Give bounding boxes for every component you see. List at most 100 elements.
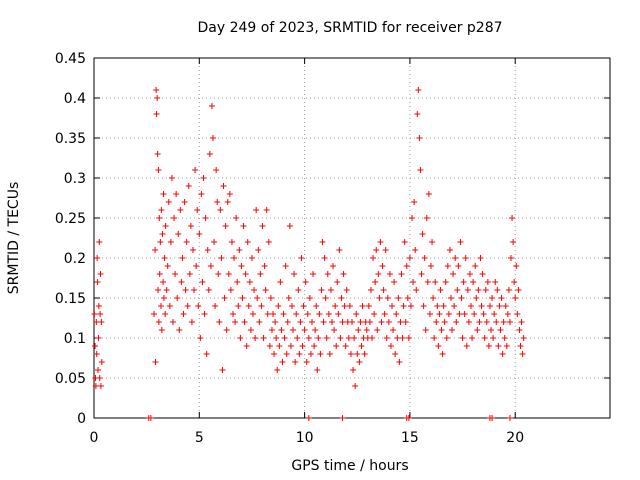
data-point bbox=[244, 239, 251, 245]
data-point bbox=[95, 367, 102, 373]
data-point bbox=[450, 271, 457, 277]
data-point bbox=[482, 287, 489, 293]
data-point bbox=[456, 311, 463, 317]
data-point bbox=[322, 295, 329, 301]
data-point bbox=[152, 247, 159, 253]
data-point bbox=[283, 351, 290, 357]
data-point bbox=[504, 311, 511, 317]
data-point bbox=[253, 207, 260, 213]
data-point bbox=[510, 239, 517, 245]
data-point bbox=[513, 263, 520, 269]
data-point bbox=[159, 231, 166, 237]
data-point bbox=[284, 319, 291, 325]
data-point bbox=[392, 351, 399, 357]
data-point bbox=[260, 335, 267, 341]
data-point bbox=[433, 319, 440, 325]
data-point bbox=[193, 263, 200, 269]
data-point bbox=[319, 239, 326, 245]
data-point bbox=[413, 287, 420, 293]
data-point bbox=[211, 239, 218, 245]
y-tick-label: 0.4 bbox=[64, 91, 86, 107]
data-point bbox=[154, 151, 161, 157]
data-point bbox=[163, 287, 170, 293]
data-point bbox=[199, 279, 206, 285]
data-point bbox=[161, 255, 168, 261]
x-tick-label: 15 bbox=[401, 430, 419, 446]
data-point bbox=[351, 335, 358, 341]
data-point bbox=[212, 303, 219, 309]
data-point bbox=[180, 311, 187, 317]
data-point bbox=[263, 207, 270, 213]
data-point bbox=[157, 303, 164, 309]
data-point bbox=[494, 287, 501, 293]
data-point bbox=[453, 319, 460, 325]
data-point bbox=[209, 135, 216, 141]
data-point bbox=[512, 295, 519, 301]
y-tick-label: 0 bbox=[77, 411, 86, 427]
data-point bbox=[318, 287, 325, 293]
data-point bbox=[178, 279, 185, 285]
data-point bbox=[331, 327, 338, 333]
data-point bbox=[414, 111, 421, 117]
data-point bbox=[153, 111, 160, 117]
data-point bbox=[398, 271, 405, 277]
data-point bbox=[396, 359, 403, 365]
data-point bbox=[158, 207, 165, 213]
data-point bbox=[363, 327, 370, 333]
data-point bbox=[203, 351, 210, 357]
grid-lines bbox=[94, 58, 610, 418]
data-point bbox=[201, 311, 208, 317]
data-point bbox=[152, 359, 159, 365]
y-tick-label: 0.15 bbox=[55, 291, 86, 307]
data-point bbox=[251, 287, 258, 293]
data-point bbox=[519, 351, 526, 357]
data-point bbox=[432, 279, 439, 285]
data-point bbox=[92, 343, 99, 349]
y-tick-label: 0.45 bbox=[55, 51, 86, 67]
data-point bbox=[484, 279, 491, 285]
data-point bbox=[324, 271, 331, 277]
data-point bbox=[440, 303, 447, 309]
data-point bbox=[252, 335, 259, 341]
data-point bbox=[327, 287, 334, 293]
data-point bbox=[479, 271, 486, 277]
data-point bbox=[514, 311, 521, 317]
data-point bbox=[337, 335, 344, 341]
data-point bbox=[171, 215, 178, 221]
data-point bbox=[220, 183, 227, 189]
data-point bbox=[306, 295, 313, 301]
data-point bbox=[191, 287, 198, 293]
data-point bbox=[346, 303, 353, 309]
data-point bbox=[502, 303, 509, 309]
data-point bbox=[182, 287, 189, 293]
data-point bbox=[184, 303, 191, 309]
data-point bbox=[205, 287, 212, 293]
y-axis-label: SRMTID / TECUs bbox=[6, 182, 22, 295]
data-point bbox=[155, 167, 162, 173]
data-point bbox=[387, 343, 394, 349]
data-point bbox=[219, 367, 226, 373]
data-point bbox=[441, 319, 448, 325]
data-point bbox=[162, 223, 169, 229]
data-point bbox=[200, 175, 207, 181]
data-point bbox=[370, 255, 377, 261]
data-point bbox=[189, 247, 196, 253]
y-tick-label: 0.05 bbox=[55, 371, 86, 387]
data-point bbox=[310, 271, 317, 277]
data-point bbox=[418, 271, 425, 277]
data-point bbox=[208, 103, 215, 109]
data-point bbox=[160, 295, 167, 301]
data-point bbox=[292, 359, 299, 365]
data-point bbox=[436, 311, 443, 317]
data-point bbox=[232, 319, 239, 325]
data-point bbox=[431, 335, 438, 341]
data-point bbox=[437, 287, 444, 293]
gap-point bbox=[506, 415, 513, 421]
data-point bbox=[489, 295, 496, 301]
data-point bbox=[295, 287, 302, 293]
data-point bbox=[449, 327, 456, 333]
data-point bbox=[258, 303, 265, 309]
x-tick-label: 20 bbox=[506, 430, 524, 446]
data-point bbox=[243, 343, 250, 349]
data-point bbox=[240, 223, 247, 229]
